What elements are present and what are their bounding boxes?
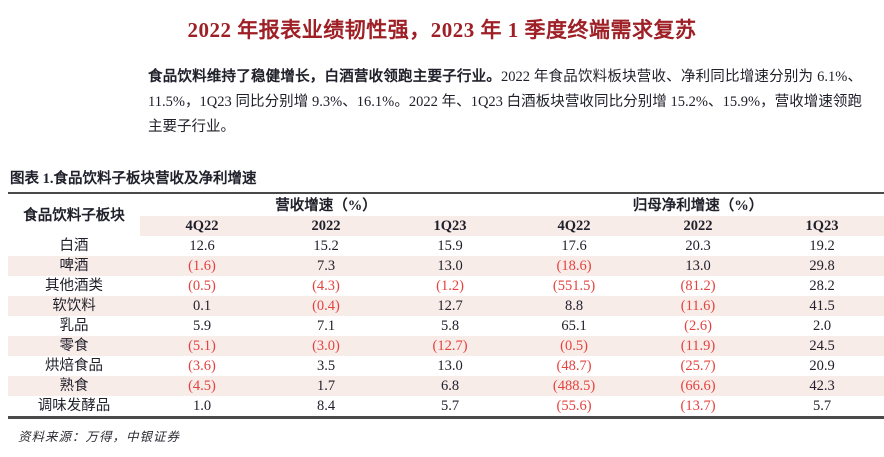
table-corner-header: 食品饮料子板块	[23, 208, 125, 224]
table-cell: (4.3)	[312, 278, 340, 294]
table-cell: 13.0	[437, 358, 463, 374]
intro-bold-text: 食品饮料维持了稳健增长，白酒营收领跑主要子行业。	[148, 69, 501, 85]
table-cell: (488.5)	[512, 376, 637, 396]
column-header-revenue-2022: 2022	[264, 216, 388, 236]
table-cell: 13.0	[388, 256, 513, 276]
table-cell: (551.5)	[552, 278, 596, 294]
table-cell: 0.1	[140, 296, 264, 316]
caption-divider	[8, 192, 884, 194]
table-cell: 1.7	[264, 376, 388, 396]
table-cell: 17.6	[561, 238, 587, 254]
row-label: 乳品	[59, 318, 89, 334]
table-row: 软饮料 0.1 (0.4) 12.7 8.8 (11.6) 41.5	[8, 296, 884, 316]
column-header-revenue-4q22: 4Q22	[140, 216, 264, 236]
table-row: 啤酒 (1.6) 7.3 13.0 (18.6) 13.0 29.8	[8, 256, 884, 276]
intro-paragraph: 食品饮料维持了稳健增长，白酒营收领跑主要子行业。2022 年食品饮料板块营收、净…	[148, 65, 862, 140]
table-cell: 7.3	[264, 256, 388, 276]
table-cell: 20.3	[685, 238, 711, 254]
table-cell: (1.2)	[436, 278, 464, 294]
source-note: 资料来源：万得，中银证券	[18, 430, 181, 444]
table-cell: 12.6	[189, 238, 215, 254]
table-cell: 5.7	[812, 398, 832, 414]
row-label: 零食	[8, 336, 140, 356]
table-cell: 5.7	[440, 398, 460, 414]
table-row: 乳品 5.9 7.1 5.8 65.1 (2.6) 2.0	[8, 316, 884, 336]
table-cell: 5.9	[192, 318, 212, 334]
table-cell: 8.8	[512, 296, 637, 316]
growth-table: 食品饮料子板块 营收增速（%） 归母净利增速（%） 4Q22 2022 1Q23 4Q…	[8, 194, 884, 419]
row-label: 白酒	[59, 238, 89, 254]
group-header-net-profit-growth: 归母净利增速（%）	[632, 198, 764, 214]
table-row: 零食 (5.1) (3.0) (12.7) (0.5) (11.9) 24.5	[8, 336, 884, 356]
column-header-profit-4q22: 4Q22	[512, 216, 637, 236]
table-cell: (25.7)	[680, 358, 716, 374]
table-cell: (13.7)	[680, 398, 716, 414]
row-label: 烘焙食品	[45, 358, 103, 374]
table-cell: (11.6)	[636, 296, 761, 316]
table-cell: (4.5)	[140, 376, 264, 396]
row-label: 软饮料	[8, 296, 140, 316]
group-header-revenue-growth: 营收增速（%）	[275, 198, 377, 214]
table-cell: 15.9	[437, 238, 463, 254]
table-cell: 6.8	[388, 376, 513, 396]
table-cell: 65.1	[561, 318, 587, 334]
table-cell: 20.9	[809, 358, 835, 374]
row-label: 啤酒	[8, 256, 140, 276]
column-header-revenue-1q23: 1Q23	[388, 216, 513, 236]
table-cell: (12.7)	[388, 336, 513, 356]
table-cell: (5.1)	[140, 336, 264, 356]
table-cell: 3.5	[316, 358, 336, 374]
table-row: 熟食 (4.5) 1.7 6.8 (488.5) (66.6) 42.3	[8, 376, 884, 396]
table-row: 烘焙食品 (3.6) 3.5 13.0 (48.7) (25.7) 20.9	[8, 356, 884, 376]
table-row: 白酒 12.6 15.2 15.9 17.6 20.3 19.2	[8, 236, 884, 256]
table-cell: 1.0	[192, 398, 212, 414]
column-header-profit-1q23: 1Q23	[760, 216, 884, 236]
table-cell: (0.4)	[264, 296, 388, 316]
table-row: 调味发酵品 1.0 8.4 5.7 (55.6) (13.7) 5.7	[8, 396, 884, 418]
table-subheader-row: 4Q22 2022 1Q23 4Q22 2022 1Q23	[8, 216, 884, 236]
row-label: 熟食	[8, 376, 140, 396]
row-label: 其他酒类	[45, 278, 103, 294]
table-cell: 42.3	[760, 376, 884, 396]
table-body: 白酒 12.6 15.2 15.9 17.6 20.3 19.2 啤酒 (1.6) 7.3 13.0…	[8, 236, 884, 418]
table-group-header-row: 食品饮料子板块 营收增速（%） 归母净利增速（%）	[8, 194, 884, 224]
table-cell: 24.5	[760, 336, 884, 356]
table-cell: 13.0	[636, 256, 761, 276]
table-cell: 29.8	[760, 256, 884, 276]
table-cell: 8.4	[316, 398, 336, 414]
table-cell: (11.9)	[636, 336, 761, 356]
table-row: 其他酒类 (0.5) (4.3) (1.2) (551.5) (81.2) 28.2	[8, 276, 884, 296]
table-cell: 19.2	[809, 238, 835, 254]
intro-regular-text: 2022 年食品饮料板块营收、净利同比增速分别为 6.1%、11.5%，1Q23…	[148, 69, 863, 135]
table-cell: 7.1	[316, 318, 336, 334]
table-cell: 12.7	[388, 296, 513, 316]
page-title: 2022 年报表业绩韧性强，2023 年 1 季度终端需求复苏	[187, 18, 697, 42]
table-cell: (66.6)	[636, 376, 761, 396]
row-label: 调味发酵品	[37, 398, 111, 414]
table-cell: (0.5)	[188, 278, 216, 294]
table-cell: (2.6)	[684, 318, 712, 334]
table-cell: (3.6)	[188, 358, 216, 374]
table-cell: 28.2	[809, 278, 835, 294]
table-cell: (48.7)	[556, 358, 592, 374]
table-cell: (1.6)	[140, 256, 264, 276]
table-cell: 2.0	[812, 318, 832, 334]
table-cell: (0.5)	[512, 336, 637, 356]
table-cell: (18.6)	[512, 256, 637, 276]
table-cell: 5.8	[440, 318, 460, 334]
table-cell: (3.0)	[264, 336, 388, 356]
table-cell: 15.2	[313, 238, 339, 254]
table-cell: (55.6)	[556, 398, 592, 414]
column-header-profit-2022: 2022	[636, 216, 761, 236]
figure-caption: 图表 1.食品饮料子板块营收及净利增速	[10, 171, 257, 187]
table-cell: 41.5	[760, 296, 884, 316]
table-cell: (81.2)	[680, 278, 716, 294]
